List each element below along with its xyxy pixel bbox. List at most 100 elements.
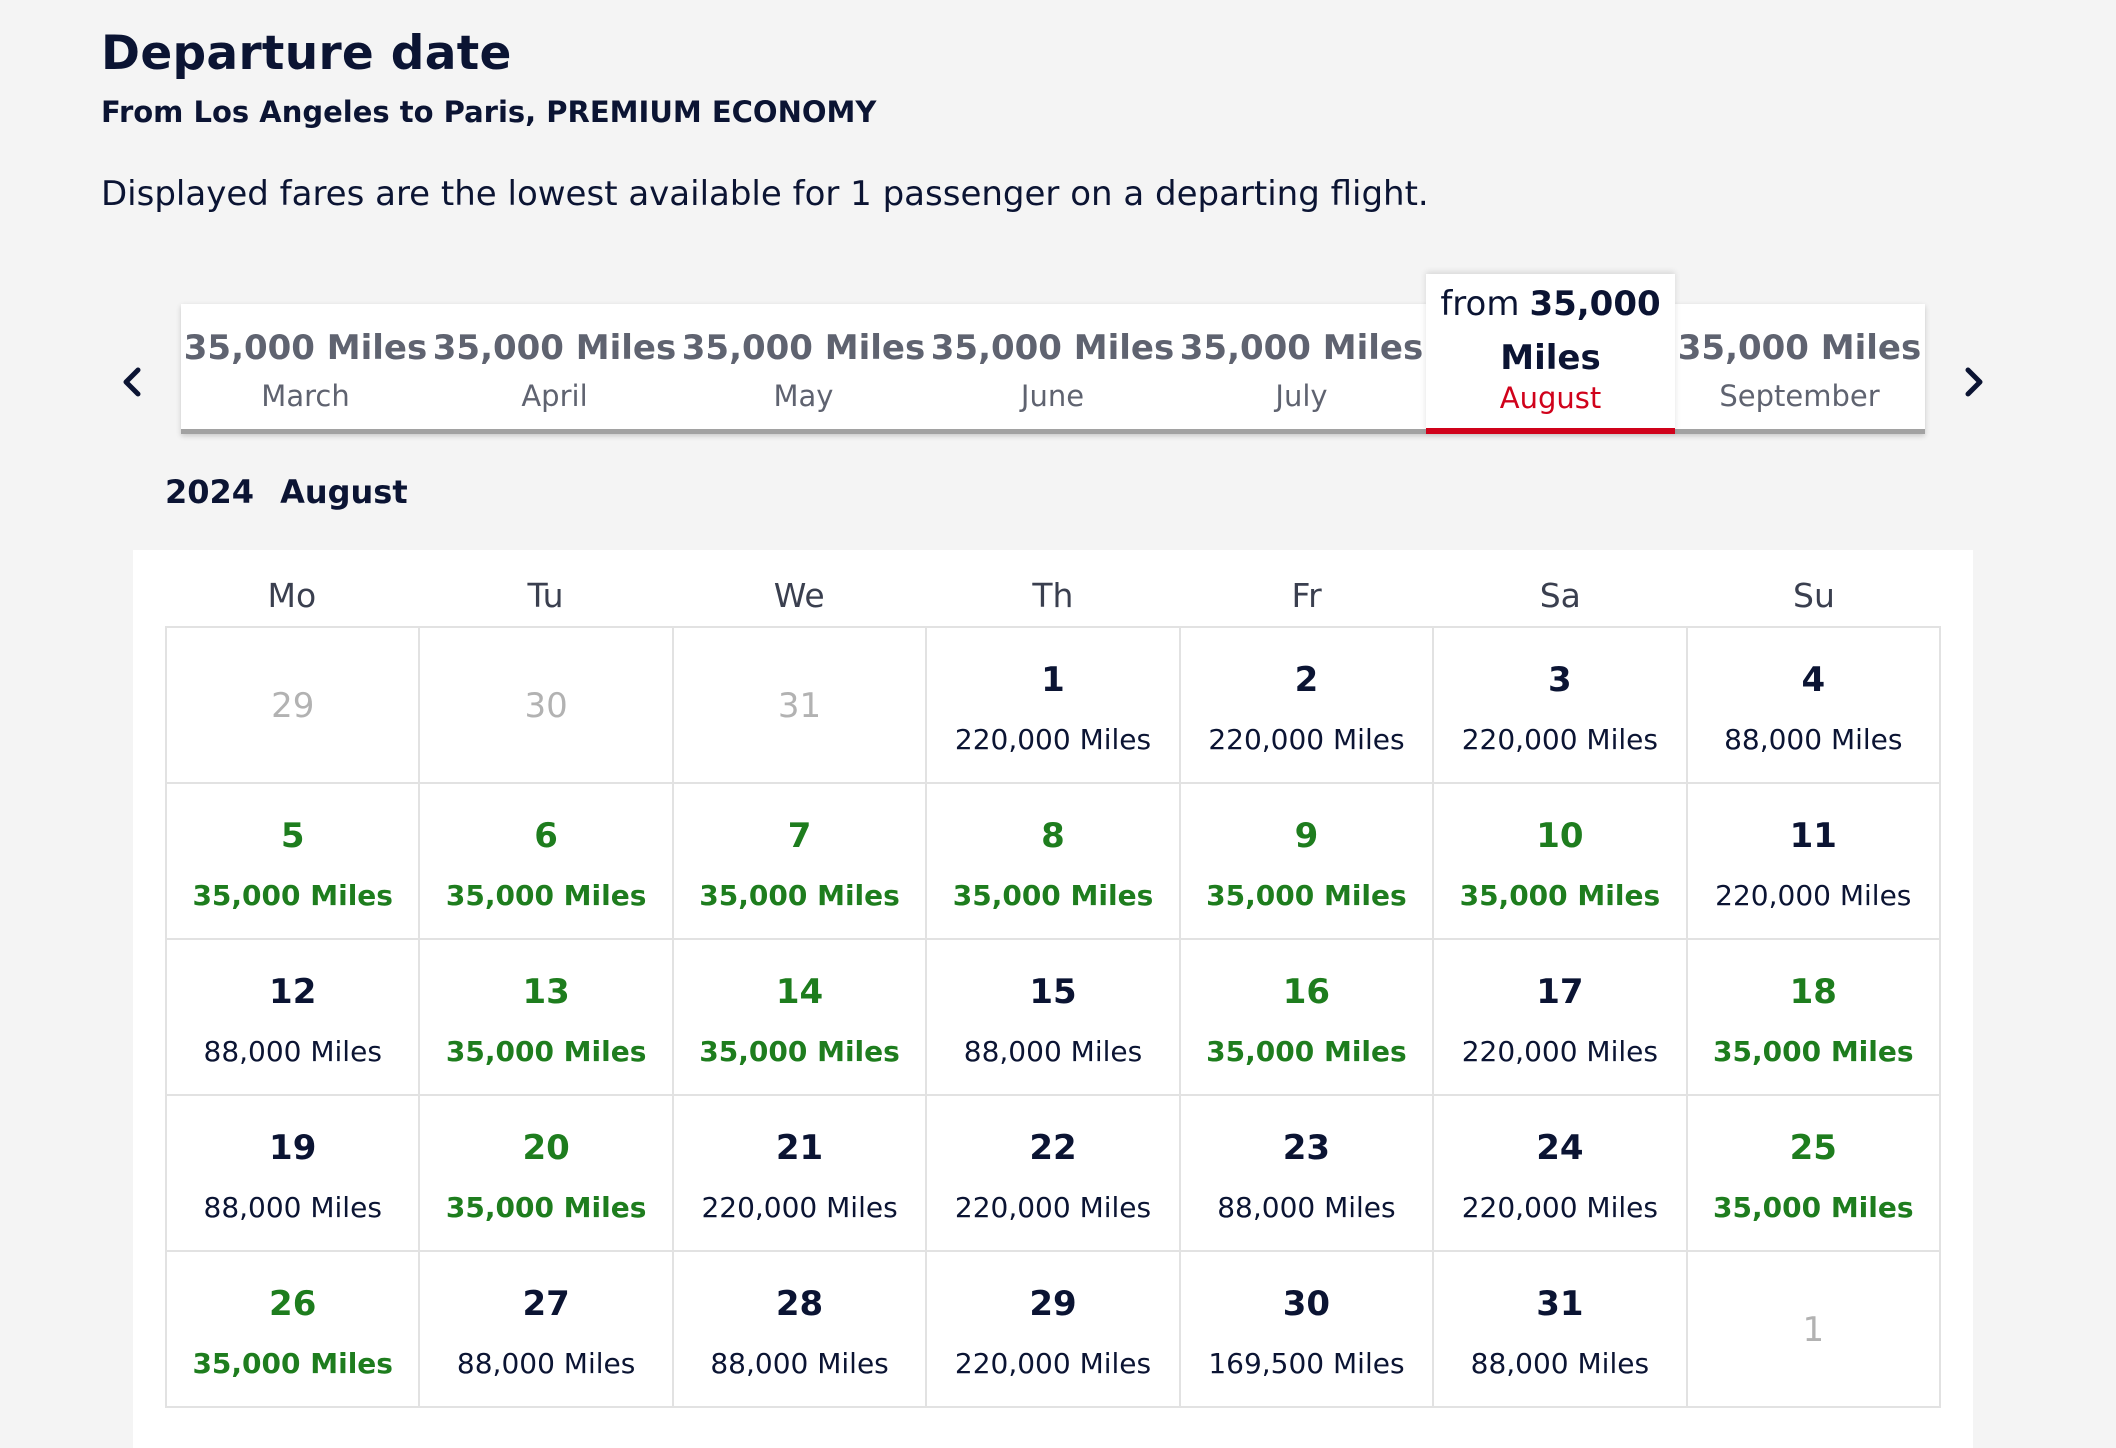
month-selector: 35,000 Miles March 35,000 Miles April 35… (181, 274, 1925, 434)
day-cell[interactable]: 29 220,000 Miles (927, 1252, 1181, 1408)
page-title: Departure date (101, 26, 512, 81)
day-cell[interactable]: 1 220,000 Miles (927, 628, 1181, 784)
day-number: 14 (775, 972, 824, 1012)
month-price: 35,000 Miles (1179, 328, 1424, 368)
day-cell[interactable]: 25 35,000 Miles (1687, 1096, 1941, 1252)
day-number: 31 (1536, 1284, 1584, 1324)
weekday-label: Mo (267, 576, 317, 615)
day-cell[interactable]: 11 220,000 Miles (1687, 784, 1941, 940)
month-from-price: from 35,000 (1426, 280, 1675, 328)
day-fare: 220,000 Miles (1208, 723, 1405, 756)
month-name: June (1020, 379, 1085, 413)
day-fare: 220,000 Miles (1461, 1191, 1658, 1224)
day-fare: 35,000 Miles (445, 1191, 647, 1224)
month-tab-june[interactable]: 35,000 Miles June (928, 304, 1177, 429)
day-cell[interactable]: 23 88,000 Miles (1180, 1096, 1435, 1252)
day-number: 23 (1282, 1128, 1331, 1168)
day-fare: 88,000 Miles (1470, 1347, 1650, 1380)
day-number: 12 (269, 972, 317, 1012)
day-cell[interactable]: 7 35,000 Miles (673, 784, 928, 940)
month-tab-july[interactable]: 35,000 Miles July (1177, 304, 1426, 429)
month-name: July (1275, 379, 1328, 413)
day-cell[interactable]: 28 88,000 Miles (673, 1252, 928, 1408)
day-cell[interactable]: 17 220,000 Miles (1434, 940, 1688, 1096)
day-fare: 35,000 Miles (699, 1035, 900, 1068)
weekday-label: Su (1793, 576, 1835, 615)
month-price: 35,000 Miles (930, 328, 1175, 368)
day-number: 13 (522, 972, 570, 1012)
day-number: 31 (777, 686, 822, 726)
next-months-button[interactable] (1943, 352, 2003, 412)
day-cell[interactable]: 9 35,000 Miles (1180, 784, 1435, 940)
month-tab-september[interactable]: 35,000 Miles September (1675, 304, 1924, 429)
day-fare: 35,000 Miles (699, 879, 900, 912)
day-fare: 220,000 Miles (701, 1191, 898, 1224)
day-cell[interactable]: 22 220,000 Miles (927, 1096, 1181, 1252)
day-fare: 88,000 Miles (963, 1035, 1143, 1068)
day-cell-outside-month: 30 (420, 628, 674, 784)
day-cell[interactable]: 15 88,000 Miles (927, 940, 1181, 1096)
weekday-label: Tu (527, 576, 564, 615)
month-price-unit: Miles (1500, 338, 1601, 378)
day-fare: 88,000 Miles (1724, 723, 1903, 756)
day-cell[interactable]: 8 35,000 Miles (927, 784, 1181, 940)
day-cell[interactable]: 26 35,000 Miles (167, 1252, 421, 1408)
month-tab-march[interactable]: 35,000 Miles March (181, 304, 430, 429)
day-fare: 35,000 Miles (192, 879, 393, 912)
day-number: 7 (787, 816, 812, 856)
day-number: 8 (1041, 816, 1065, 856)
day-fare: 220,000 Miles (1461, 1035, 1658, 1068)
day-cell[interactable]: 18 35,000 Miles (1687, 940, 1941, 1096)
month-name: August (1499, 381, 1602, 415)
day-fare: 35,000 Miles (445, 879, 647, 912)
day-number: 29 (1029, 1284, 1077, 1324)
day-number: 30 (1282, 1284, 1331, 1324)
day-fare: 88,000 Miles (1217, 1191, 1396, 1224)
day-cell[interactable]: 20 35,000 Miles (420, 1096, 674, 1252)
day-cell[interactable]: 16 35,000 Miles (1180, 940, 1435, 1096)
day-fare: 88,000 Miles (456, 1347, 636, 1380)
day-cell[interactable]: 14 35,000 Miles (673, 940, 928, 1096)
day-cell[interactable]: 5 35,000 Miles (167, 784, 421, 940)
month-name: September (1719, 379, 1880, 413)
day-number: 9 (1294, 816, 1319, 856)
weekday-header: Mo Tu We Th Fr Sa Su (165, 568, 1941, 624)
day-fare: 35,000 Miles (192, 1347, 393, 1380)
month-tab-may[interactable]: 35,000 Miles May (679, 304, 928, 429)
month-tab-april[interactable]: 35,000 Miles April (430, 304, 679, 429)
day-cell[interactable]: 27 88,000 Miles (420, 1252, 674, 1408)
month-tab-august[interactable]: from 35,000 Miles August (1426, 274, 1675, 434)
day-fare: 220,000 Miles (954, 1347, 1152, 1380)
day-number: 16 (1282, 972, 1331, 1012)
day-fare: 35,000 Miles (1206, 879, 1407, 912)
day-number: 19 (269, 1128, 317, 1168)
day-cell[interactable]: 30 169,500 Miles (1180, 1252, 1435, 1408)
day-number: 15 (1029, 972, 1077, 1012)
day-number: 25 (1789, 1128, 1837, 1168)
day-fare: 35,000 Miles (1459, 879, 1661, 912)
day-cell[interactable]: 24 220,000 Miles (1434, 1096, 1688, 1252)
day-cell[interactable]: 4 88,000 Miles (1687, 628, 1941, 784)
day-fare: 35,000 Miles (1713, 1035, 1914, 1068)
month-price: 35,000 Miles (681, 328, 926, 368)
day-cell[interactable]: 2 220,000 Miles (1180, 628, 1435, 784)
day-fare: 220,000 Miles (954, 1191, 1152, 1224)
day-number: 27 (522, 1284, 570, 1324)
day-fare: 35,000 Miles (952, 879, 1154, 912)
day-cell[interactable]: 3 220,000 Miles (1434, 628, 1688, 784)
month-price: 35,000 Miles (1677, 328, 1922, 368)
day-number: 1 (1802, 1310, 1825, 1350)
day-cell[interactable]: 19 88,000 Miles (167, 1096, 421, 1252)
day-cell-outside-month: 29 (167, 628, 421, 784)
weekday-label: Fr (1291, 576, 1322, 615)
day-number: 26 (269, 1284, 317, 1324)
day-cell[interactable]: 21 220,000 Miles (673, 1096, 928, 1252)
day-cell[interactable]: 31 88,000 Miles (1434, 1252, 1688, 1408)
previous-months-button[interactable] (103, 352, 163, 412)
day-cell[interactable]: 10 35,000 Miles (1434, 784, 1688, 940)
month-name: April (521, 379, 588, 413)
day-cell[interactable]: 12 88,000 Miles (167, 940, 421, 1096)
day-cell[interactable]: 6 35,000 Miles (420, 784, 674, 940)
day-cell[interactable]: 13 35,000 Miles (420, 940, 674, 1096)
chevron-left-icon (123, 367, 141, 397)
